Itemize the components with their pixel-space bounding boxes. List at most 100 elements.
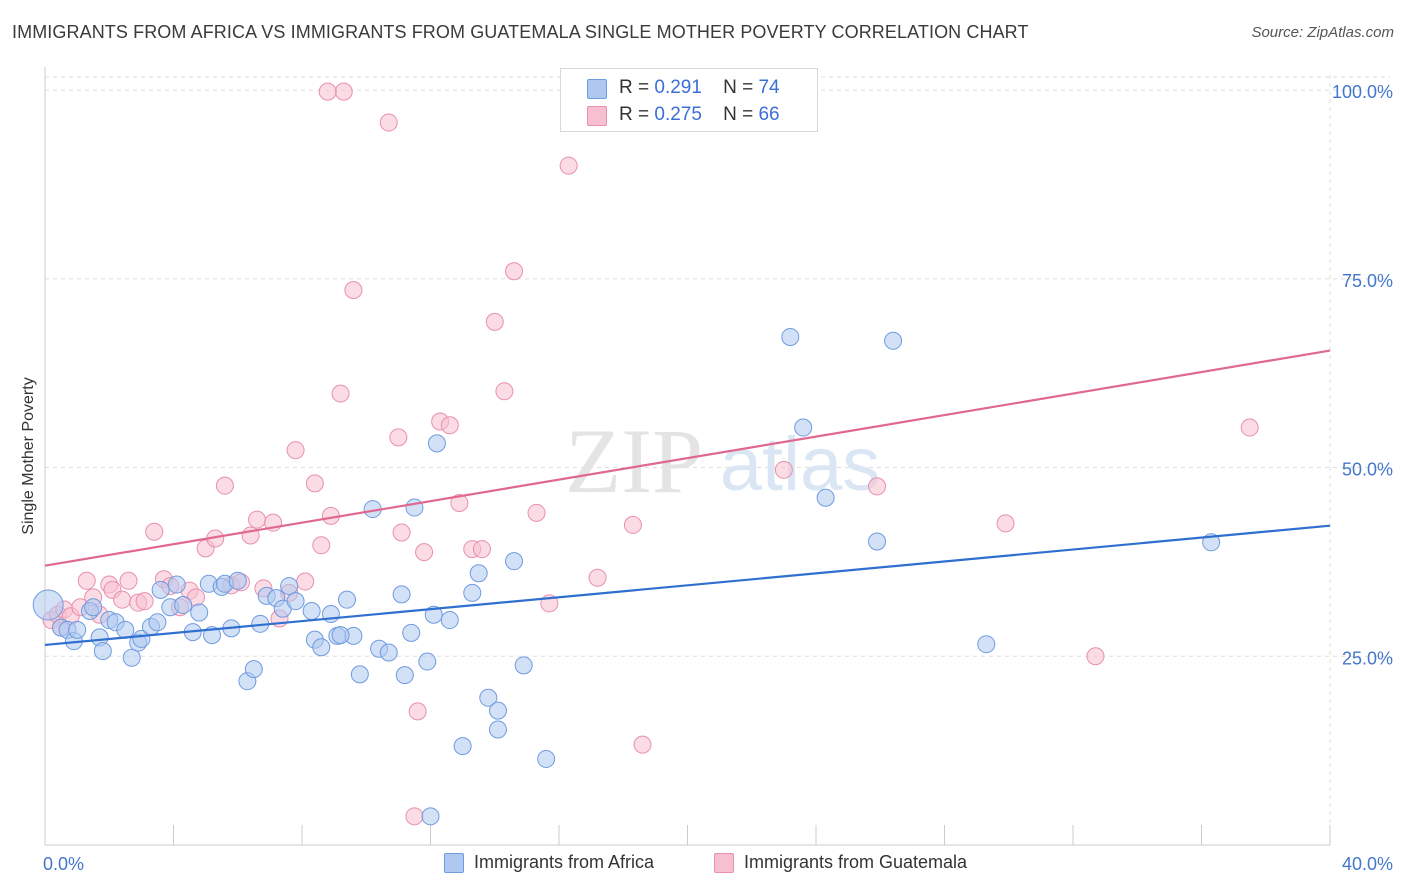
- guatemala-point: [305, 474, 324, 493]
- guatemala-point: [119, 571, 138, 590]
- guatemala-point: [868, 477, 887, 496]
- y-axis-label: Single Mother Poverty: [20, 377, 37, 534]
- africa-point: [379, 643, 398, 662]
- africa-point: [32, 589, 64, 621]
- x-tick-label-min: 0.0%: [43, 854, 84, 874]
- legend-n-label: N =: [723, 104, 754, 125]
- guatemala-point: [113, 590, 132, 609]
- legend-r-label: R =: [619, 104, 650, 125]
- africa-point: [122, 648, 141, 667]
- africa-point: [453, 737, 472, 756]
- guatemala-point: [318, 82, 337, 101]
- africa-point: [505, 552, 524, 571]
- series-africa-points: [32, 327, 1221, 826]
- africa-point: [395, 666, 414, 685]
- legend-n-value: 66: [758, 104, 780, 125]
- africa-point: [286, 592, 305, 611]
- africa-point: [884, 331, 903, 350]
- guatemala-point: [495, 382, 514, 401]
- guatemala-point: [774, 460, 793, 479]
- africa-point: [148, 613, 167, 632]
- africa-point: [302, 601, 321, 620]
- africa-point: [151, 580, 170, 599]
- guatemala-point: [408, 702, 427, 721]
- legend-swatch-guatemala: [587, 106, 607, 126]
- watermark-atlas: atlas: [720, 422, 881, 507]
- guatemala-point: [415, 543, 434, 562]
- bottom-legend-label-africa: Immigrants from Africa: [474, 852, 655, 872]
- legend-swatch-africa: [587, 79, 607, 99]
- guatemala-point: [440, 416, 459, 435]
- africa-point: [794, 418, 813, 437]
- guatemala-point: [145, 522, 164, 541]
- legend-n-label: N =: [723, 77, 754, 98]
- guatemala-point: [588, 568, 607, 587]
- africa-point: [977, 635, 996, 654]
- guatemala-point: [389, 428, 408, 447]
- africa-point: [167, 575, 186, 594]
- africa-point: [190, 603, 209, 622]
- africa-point: [418, 652, 437, 671]
- guatemala-point: [379, 113, 398, 132]
- africa-point: [392, 585, 411, 604]
- africa-point: [440, 611, 459, 630]
- guatemala-point: [472, 540, 491, 559]
- guatemala-point: [286, 441, 305, 460]
- africa-point: [488, 720, 507, 739]
- africa-point: [280, 577, 299, 596]
- africa-point: [421, 807, 440, 826]
- guatemala-point: [450, 494, 469, 513]
- stats-legend: R = 0.291 N = 74 R = 0.275 N = 66: [560, 68, 818, 132]
- y-tick-label: 75.0%: [1342, 271, 1393, 291]
- bottom-swatch-africa: [444, 853, 464, 873]
- y-tick-label: 100.0%: [1332, 82, 1393, 102]
- source-credit: Source: ZipAtlas.com: [1251, 24, 1394, 41]
- africa-point: [93, 641, 112, 660]
- guatemala-point: [1240, 418, 1259, 437]
- guatemala-point: [1086, 647, 1105, 666]
- trend-line-africa: [44, 524, 1331, 647]
- trend-lines: [44, 349, 1331, 647]
- grid-lines: [45, 75, 1390, 845]
- watermark-zip: ZIP: [565, 410, 703, 512]
- africa-point: [427, 434, 446, 453]
- guatemala-point: [559, 156, 578, 175]
- guatemala-point: [996, 514, 1015, 533]
- guatemala-point: [623, 515, 642, 534]
- africa-point: [868, 532, 887, 551]
- africa-point: [537, 749, 556, 768]
- y-tick-label: 50.0%: [1342, 460, 1393, 480]
- africa-point: [84, 598, 103, 617]
- guatemala-point: [331, 384, 350, 403]
- watermark: ZIP atlas: [565, 410, 880, 512]
- africa-point: [781, 327, 800, 346]
- africa-point: [174, 595, 193, 614]
- guatemala-point: [296, 572, 315, 591]
- guatemala-point: [77, 571, 96, 590]
- chart-title: IMMIGRANTS FROM AFRICA VS IMMIGRANTS FRO…: [12, 22, 1029, 42]
- guatemala-point: [215, 476, 234, 495]
- legend-r-value: 0.291: [654, 77, 702, 98]
- africa-point: [116, 620, 135, 639]
- africa-point: [424, 605, 443, 624]
- legend-stats-africa: R = 0.291 N = 74: [619, 77, 780, 99]
- legend-r-value: 0.275: [654, 104, 702, 125]
- guatemala-point: [527, 503, 546, 522]
- guatemala-point: [135, 592, 154, 611]
- guatemala-point: [405, 807, 424, 826]
- africa-point: [405, 498, 424, 517]
- y-tick-label: 25.0%: [1342, 648, 1393, 668]
- africa-point: [244, 660, 263, 679]
- africa-point: [331, 626, 350, 645]
- bottom-swatch-guatemala: [714, 853, 734, 873]
- guatemala-point: [344, 281, 363, 300]
- guatemala-point: [312, 536, 331, 555]
- africa-point: [402, 623, 421, 642]
- guatemala-point: [392, 523, 411, 542]
- africa-point: [228, 571, 247, 590]
- africa-point: [488, 701, 507, 720]
- guatemala-point: [334, 82, 353, 101]
- africa-point: [350, 665, 369, 684]
- guatemala-point: [633, 735, 652, 754]
- africa-point: [816, 488, 835, 507]
